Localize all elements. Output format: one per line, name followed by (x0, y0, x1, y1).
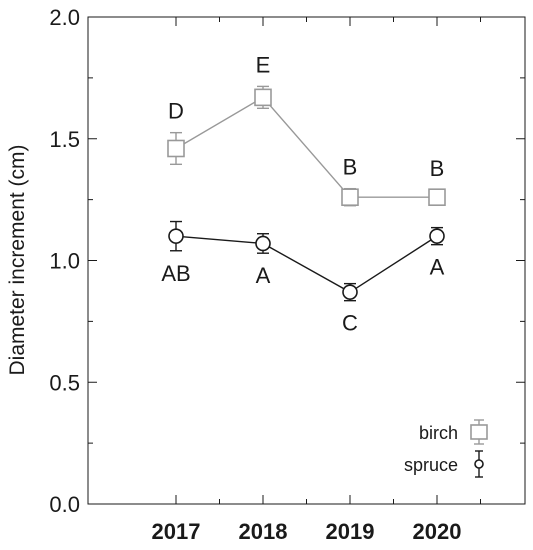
x-tick-label: 2020 (413, 519, 462, 544)
series-birch: D E B B (167, 52, 446, 207)
x-tick-label: 2018 (239, 519, 288, 544)
birch-line (175, 96, 437, 198)
spruce-point (255, 235, 271, 252)
x-tick-label: 2017 (152, 519, 201, 544)
birch-point (254, 88, 272, 107)
birch-group-letter: D (168, 99, 184, 124)
y-tick-label: 1.0 (49, 249, 80, 274)
legend-marker-spruce (474, 459, 484, 469)
spruce-group-letter: AB (161, 261, 190, 286)
x-tick-label: 2019 (326, 519, 375, 544)
birch-group-letter: E (256, 52, 271, 77)
spruce-group-letter: C (342, 311, 358, 336)
y-axis-title: Diameter increment (cm) (6, 144, 29, 375)
spruce-point (342, 284, 358, 300)
legend-label-spruce: spruce (404, 455, 458, 475)
spruce-group-letter: A (256, 263, 271, 288)
series-spruce: AB A C A (161, 220, 445, 336)
spruce-point (168, 228, 184, 244)
spruce-group-letter: A (430, 255, 445, 280)
y-tick-label: 0.5 (49, 370, 80, 395)
birch-group-letter: B (430, 156, 445, 181)
y-tick-label: 0.0 (49, 492, 80, 517)
legend: birch spruce (404, 419, 488, 478)
plot-frame (87, 16, 526, 505)
birch-point (428, 188, 446, 206)
legend-marker-birch (470, 424, 488, 440)
birch-group-letter: B (343, 155, 358, 180)
spruce-point (429, 228, 445, 244)
y-tick-label: 1.5 (49, 127, 80, 152)
y-tick-label: 2.0 (49, 5, 80, 30)
series-layer: D E B B AB A C A (161, 52, 446, 336)
birch-point (341, 188, 359, 206)
spruce-line (175, 235, 438, 293)
axes: 0.0 0.5 1.0 1.5 2.0 2017 2018 2019 2020 (49, 5, 525, 544)
birch-point (167, 139, 185, 158)
legend-label-birch: birch (419, 423, 458, 443)
